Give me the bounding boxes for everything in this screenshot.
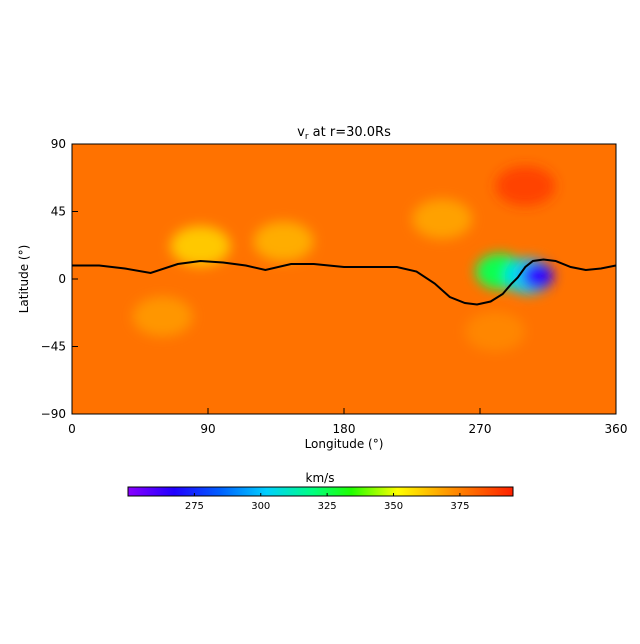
colorbar-tick-label: 275 xyxy=(185,501,204,512)
neutral-line xyxy=(72,258,616,306)
field-feature xyxy=(412,199,473,239)
field-feature xyxy=(253,221,314,262)
colorbar-tick-label: 325 xyxy=(318,501,337,512)
colorbar xyxy=(127,486,514,497)
y-axis: −90 −45 0 45 90 xyxy=(41,137,78,421)
y-tick-label: −45 xyxy=(41,340,66,354)
x-axis: 0 90 180 270 360 xyxy=(68,408,627,436)
x-tick-label: 0 xyxy=(68,422,76,436)
colorbar-ticks: 275 300 325 350 375 xyxy=(185,493,469,512)
field-feature xyxy=(465,311,526,352)
x-axis-label: Longitude (°) xyxy=(305,437,384,451)
field-feature xyxy=(521,262,554,290)
y-tick-label: 45 xyxy=(51,205,66,219)
field-feature xyxy=(132,296,193,337)
chart-title: vr at r=30.0Rs xyxy=(297,125,391,142)
colorbar-tick-label: 300 xyxy=(251,501,270,512)
y-tick-label: 90 xyxy=(51,137,66,151)
colorbar-tick-label: 350 xyxy=(384,501,403,512)
field-feature xyxy=(170,226,231,266)
y-tick-label: 0 xyxy=(58,272,66,286)
y-tick-label: −90 xyxy=(41,407,66,421)
plot-area xyxy=(72,144,616,414)
x-tick-label: 90 xyxy=(200,422,215,436)
colorbar-label: km/s xyxy=(306,471,335,485)
x-tick-label: 180 xyxy=(333,422,356,436)
y-axis-label: Latitude (°) xyxy=(17,245,31,314)
x-tick-label: 360 xyxy=(605,422,628,436)
colorbar-tick-label: 375 xyxy=(450,501,469,512)
x-tick-label: 270 xyxy=(469,422,492,436)
field-feature xyxy=(495,166,556,206)
